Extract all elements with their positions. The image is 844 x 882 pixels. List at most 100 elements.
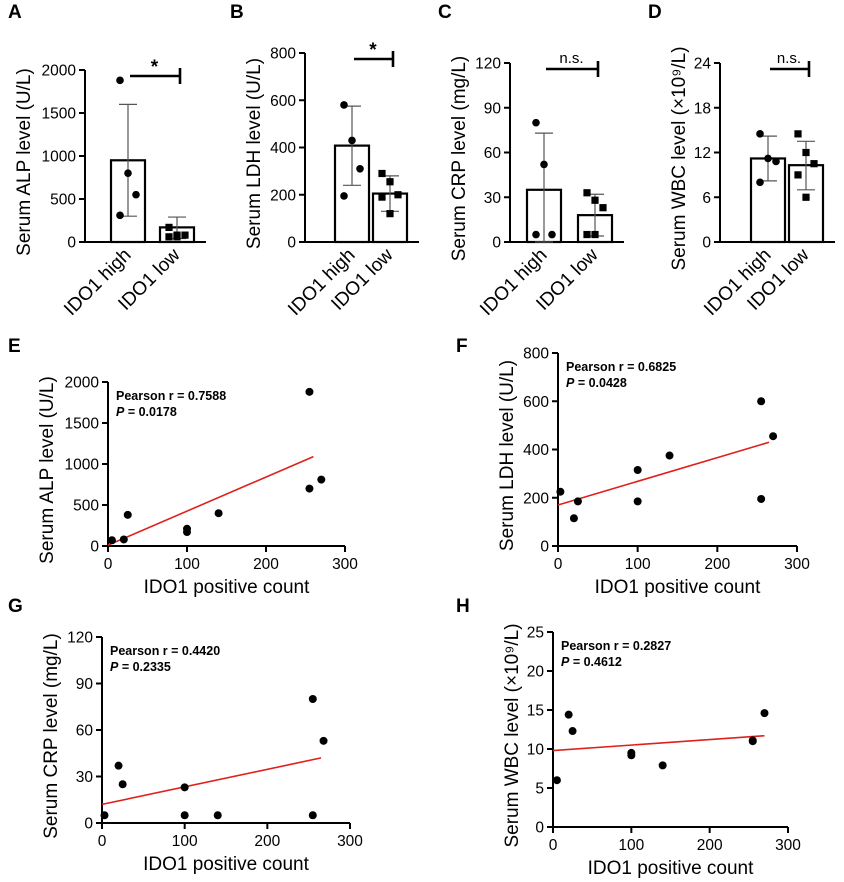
- y-tick-label: 60: [484, 145, 502, 162]
- data-point: [757, 397, 766, 406]
- y-tick-label: 600: [523, 394, 549, 411]
- p-value-number: = 0.4612: [569, 655, 622, 669]
- y-tick-label: 0: [84, 816, 93, 833]
- y-tick-label: 30: [76, 769, 94, 786]
- y-tick-label: 1000: [65, 457, 100, 474]
- y-tick-label: 24: [694, 56, 712, 73]
- data-point: [386, 178, 394, 186]
- data-point: [583, 189, 591, 197]
- data-point: [317, 475, 326, 484]
- y-tick-label: 25: [527, 625, 544, 642]
- data-point: [340, 192, 348, 200]
- data-point: [760, 709, 769, 718]
- x-tick-label: 300: [332, 556, 358, 573]
- y-tick-label: 600: [270, 93, 296, 110]
- y-tick-label: 2000: [42, 63, 77, 80]
- y-tick-label: 1500: [65, 416, 100, 433]
- y-tick-label: 90: [484, 100, 502, 117]
- data-point: [356, 164, 364, 173]
- x-axis-label: IDO1 positive count: [143, 854, 310, 875]
- data-point: [569, 514, 578, 523]
- y-tick-label: 20: [527, 664, 545, 681]
- y-tick-label: 0: [535, 820, 544, 837]
- data-point: [378, 169, 386, 178]
- data-point: [116, 211, 124, 220]
- data-point: [769, 432, 778, 441]
- x-axis-label: IDO1 positive count: [588, 858, 755, 879]
- data-point: [764, 154, 772, 163]
- significance-label: n.s.: [559, 50, 583, 67]
- data-point: [348, 136, 356, 145]
- panel-H: H 0 5 10 15 20 25 0 100 200 300 IDO1 positive count…: [456, 596, 801, 879]
- x-tick-label: 200: [253, 556, 279, 573]
- y-tick-label: 0: [67, 235, 76, 252]
- pearson-r: Pearson r = 0.6825: [566, 360, 676, 374]
- data-point: [548, 230, 556, 239]
- y-axis-label: Serum ALP level (U/L): [37, 376, 58, 564]
- p-value: P = 0.2335: [110, 660, 171, 674]
- pearson-r: Pearson r = 0.4420: [110, 644, 220, 658]
- y-axis-label: Serum CRP level (mg/L): [41, 633, 62, 839]
- y-tick-label: 200: [270, 187, 296, 204]
- data-point: [552, 776, 561, 785]
- data-point: [213, 811, 222, 820]
- data-point: [532, 118, 540, 127]
- pearson-r: Pearson r = 0.7588: [116, 389, 226, 403]
- panel-label: G: [8, 596, 23, 617]
- data-point: [378, 193, 386, 201]
- data-point: [665, 451, 674, 460]
- y-tick-label: 800: [270, 46, 296, 63]
- p-value: P = 0.0428: [566, 376, 627, 390]
- data-point: [124, 169, 132, 177]
- y-axis-label: Serum WBC level (×10⁹/L): [502, 623, 523, 847]
- y-tick-label: 1000: [42, 149, 77, 166]
- data-point: [748, 736, 757, 745]
- y-tick-label: 1500: [42, 106, 77, 123]
- data-point: [181, 231, 189, 239]
- x-tick-label: 0: [554, 556, 563, 573]
- y-tick-label: 400: [270, 140, 296, 157]
- data-point: [756, 130, 764, 138]
- x-tick-label: 200: [697, 837, 723, 854]
- panel-label: H: [456, 596, 470, 617]
- data-point: [633, 466, 642, 475]
- significance-label: *: [369, 40, 377, 61]
- panel-E: E 0 500 1000 1500 2000 0 100 200 300 IDO1 positive…: [8, 336, 358, 598]
- y-tick-label: 12: [694, 145, 711, 162]
- data-point: [627, 751, 636, 760]
- y-tick-label: 5: [535, 781, 544, 798]
- data-point: [802, 148, 810, 157]
- y-tick-label: 30: [484, 190, 502, 207]
- data-point: [180, 783, 189, 792]
- data-point: [386, 210, 394, 218]
- data-point: [100, 811, 109, 820]
- y-tick-label: 10: [527, 742, 545, 759]
- x-tick-label: 0: [104, 556, 113, 573]
- pearson-r: Pearson r = 0.2827: [561, 639, 671, 653]
- panel-label: F: [456, 336, 468, 357]
- panel-label: D: [648, 2, 662, 23]
- data-point: [564, 710, 573, 719]
- p-symbol: P: [116, 405, 125, 419]
- x-tick-label: 200: [704, 556, 730, 573]
- y-tick-label: 90: [76, 676, 94, 693]
- p-symbol: P: [566, 376, 575, 390]
- x-tick-label: 300: [784, 556, 810, 573]
- x-tick-label: 100: [625, 556, 651, 573]
- data-point: [305, 387, 314, 396]
- y-tick-label: 0: [702, 235, 711, 252]
- data-point: [573, 497, 582, 506]
- x-tick-label: 300: [337, 833, 363, 850]
- data-point: [633, 497, 642, 506]
- y-tick-label: 0: [540, 539, 549, 556]
- data-point: [599, 204, 607, 212]
- data-point: [591, 196, 599, 204]
- data-point: [123, 510, 132, 519]
- data-point: [756, 178, 764, 187]
- p-value: P = 0.4612: [561, 655, 622, 669]
- data-point: [394, 191, 402, 199]
- data-point: [308, 695, 317, 703]
